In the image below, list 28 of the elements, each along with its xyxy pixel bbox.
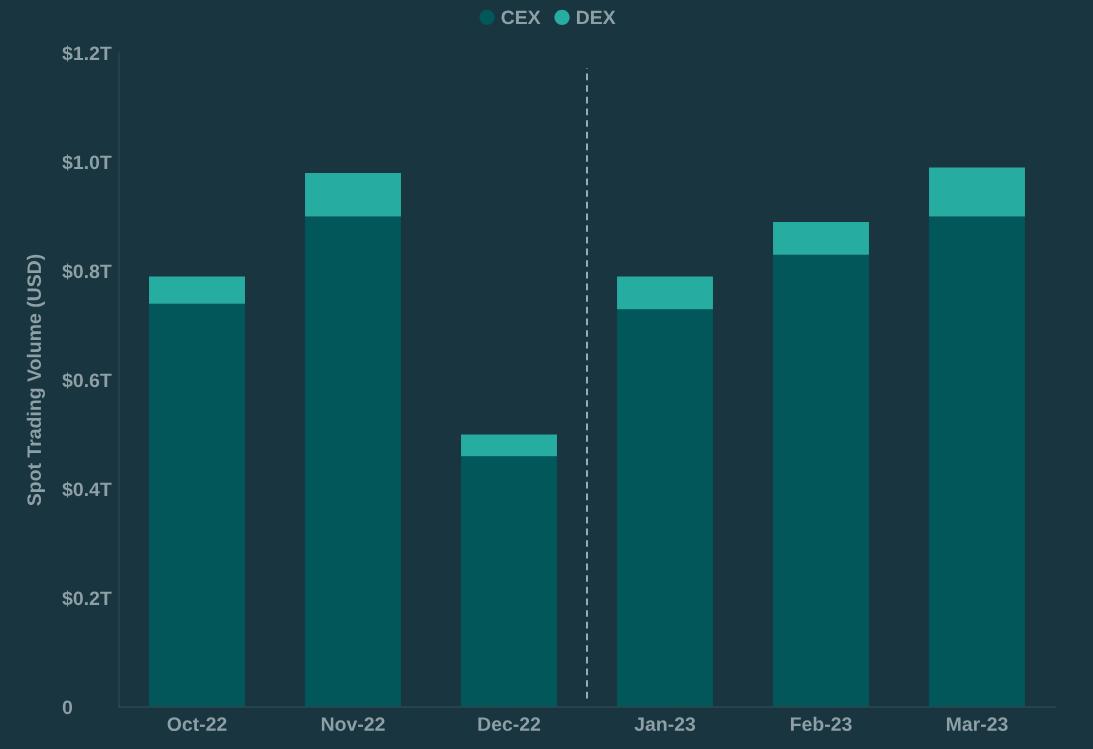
x-tick-label: Nov-22 [321,717,385,731]
x-tick-label: Dec-22 [478,717,541,731]
x-tick-label: Mar-23 [946,717,1008,732]
legend-label: DEX [576,10,616,25]
y-tick-label: $0.2T [62,590,112,607]
bar [461,456,557,707]
bar [773,254,869,707]
bar [461,434,557,457]
x-tick-label: Feb-23 [790,716,852,732]
y-tick-label: $0.4T [62,481,112,498]
bar [617,309,713,707]
y-tick-label: $0.6T [62,372,112,389]
bar [929,167,1025,217]
y-tick-label: $0.8T [62,263,112,280]
bar [929,216,1025,707]
bar [149,276,245,304]
y-axis-title: Spot Trading Volume (USD) [26,254,45,506]
bar [305,216,401,707]
bar [149,303,245,707]
bar [305,172,401,217]
legend-label: CEX [501,10,541,25]
bar [617,276,713,310]
bar [773,221,869,255]
x-tick-label: Jan-23 [634,717,696,732]
y-tick-label: $1.2T [62,45,112,62]
y-tick-label: $1.0T [62,154,112,171]
y-tick-label: 0 [62,700,73,715]
x-tick-label: Oct-22 [167,717,227,731]
